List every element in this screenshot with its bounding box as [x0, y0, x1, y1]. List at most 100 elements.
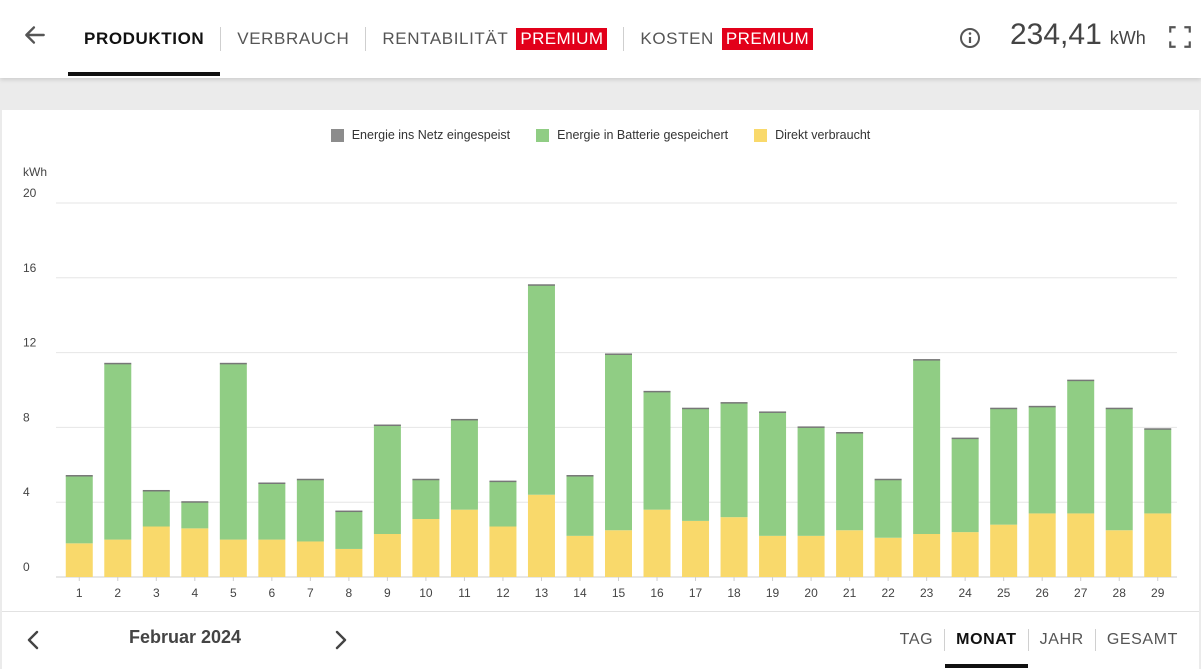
range-tab-monat[interactable]: MONAT — [945, 612, 1029, 668]
bar-segment — [990, 408, 1018, 525]
bar-segment — [682, 520, 710, 577]
bar-segment — [527, 285, 555, 495]
bar-segment — [951, 532, 979, 577]
y-tick-label: 12 — [23, 336, 37, 350]
x-tick-label: 12 — [496, 586, 510, 600]
bar-segment — [65, 476, 93, 544]
range-tab-label: TAG — [899, 631, 934, 648]
tab-produktion[interactable]: PRODUKTION — [68, 0, 221, 78]
bar-segment — [797, 427, 825, 536]
legend-item-direct[interactable]: Direkt verbraucht — [754, 128, 870, 142]
x-tick-label: 1 — [76, 586, 83, 600]
range-tab-label: MONAT — [956, 631, 1017, 648]
bar-segment — [759, 535, 787, 577]
tab-label: VERBRAUCH — [237, 29, 350, 48]
total-unit: kWh — [1109, 28, 1146, 48]
bar-top-cap — [181, 501, 209, 503]
tab-rentabilitaet[interactable]: RENTABILITÄT PREMIUM — [366, 0, 623, 78]
fullscreen-icon[interactable] — [1167, 24, 1193, 50]
bar-top-cap — [296, 478, 324, 481]
tab-kosten[interactable]: KOSTEN PREMIUM — [624, 0, 829, 78]
legend-swatch — [330, 128, 344, 142]
bar-segment — [1028, 406, 1056, 514]
bar-segment — [1144, 513, 1172, 577]
x-tick-label: 27 — [1074, 586, 1088, 600]
bar-segment — [181, 528, 209, 577]
bar-segment — [1067, 380, 1095, 514]
x-tick-label: 29 — [1151, 586, 1165, 600]
bar-top-cap — [605, 353, 632, 355]
chart-legend: Energie ins Netz eingespeist Energie in … — [2, 128, 1199, 142]
x-tick-label: 25 — [997, 586, 1011, 600]
bar-segment — [373, 425, 401, 534]
bar-top-cap — [990, 407, 1018, 410]
bar-top-cap — [1105, 407, 1133, 410]
bar-segment — [412, 479, 440, 520]
legend-item-battery[interactable]: Energie in Batterie gespeichert — [536, 128, 728, 142]
x-tick-label: 3 — [153, 586, 160, 600]
bar-segment — [720, 403, 748, 518]
bar-segment — [65, 543, 93, 577]
range-tab-tag[interactable]: TAG — [889, 612, 945, 668]
tab-label: RENTABILITÄT — [382, 29, 509, 48]
bar-segment — [219, 363, 247, 540]
bar-segment — [797, 535, 825, 577]
bar-top-cap — [142, 489, 170, 492]
bar-top-cap — [913, 359, 941, 361]
bar-segment — [605, 530, 632, 577]
legend-label: Energie in Batterie gespeichert — [557, 128, 729, 142]
x-tick-label: 11 — [458, 586, 471, 600]
x-tick-label: 10 — [419, 586, 433, 600]
range-tab-gesamt[interactable]: GESAMT — [1096, 612, 1189, 668]
info-icon[interactable] — [958, 26, 982, 50]
bar-segment — [566, 535, 594, 577]
bar-segment — [874, 479, 902, 538]
range-divider — [944, 629, 946, 651]
bar-top-cap — [373, 424, 401, 427]
bar-top-cap — [643, 390, 671, 393]
bar-segment — [142, 526, 170, 577]
bar-segment — [566, 476, 594, 536]
tab-divider — [623, 27, 625, 51]
bar-top-cap — [219, 362, 247, 365]
bar-segment — [1028, 513, 1056, 577]
bar-segment — [104, 539, 132, 577]
bar-segment — [605, 354, 632, 531]
premium-badge: PREMIUM — [516, 28, 608, 50]
x-tick-label: 15 — [612, 586, 626, 600]
y-tick-label: 16 — [23, 261, 37, 275]
x-tick-label: 23 — [920, 586, 934, 600]
x-tick-label: 14 — [573, 586, 587, 600]
y-tick-label: 8 — [23, 410, 30, 424]
bar-segment — [296, 479, 324, 542]
x-tick-label: 17 — [689, 586, 703, 600]
bar-segment — [990, 524, 1018, 577]
range-tabs: TAG MONAT JAHR GESAMT — [889, 612, 1189, 668]
range-divider — [1094, 629, 1096, 651]
x-tick-label: 9 — [384, 586, 391, 600]
tab-divider — [365, 27, 367, 51]
bar-segment — [335, 548, 363, 577]
bar-segment — [489, 481, 517, 527]
range-tab-jahr[interactable]: JAHR — [1029, 612, 1095, 668]
x-tick-label: 19 — [766, 586, 780, 600]
tab-divider — [220, 27, 222, 51]
chevron-left-icon[interactable] — [22, 628, 46, 652]
premium-badge: PREMIUM — [721, 28, 813, 50]
legend-label: Direkt verbraucht — [775, 128, 871, 142]
chevron-right-icon[interactable] — [328, 628, 352, 652]
legend-swatch — [754, 128, 768, 142]
x-tick-label: 7 — [307, 586, 314, 600]
bar-segment — [142, 490, 170, 527]
y-axis-unit-label: kWh — [23, 165, 47, 179]
bar-segment — [874, 537, 902, 577]
legend-label: Energie ins Netz eingespeist — [351, 128, 511, 142]
x-tick-label: 21 — [843, 586, 857, 600]
bar-top-cap — [335, 510, 363, 513]
top-bar: PRODUKTION VERBRAUCH RENTABILITÄT PREMIU… — [0, 0, 1201, 78]
tab-verbrauch[interactable]: VERBRAUCH — [221, 0, 365, 78]
total-value: 234,41 — [1010, 18, 1102, 51]
legend-item-grid-feed[interactable]: Energie ins Netz eingespeist — [330, 128, 511, 142]
back-arrow-icon[interactable] — [22, 22, 48, 48]
